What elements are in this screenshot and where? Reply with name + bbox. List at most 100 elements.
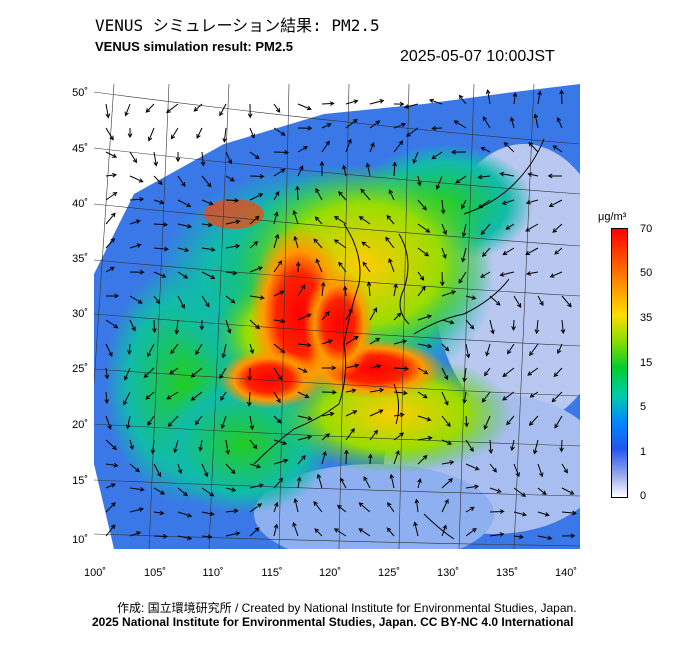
wind-arrow [104,367,110,380]
wind-arrow [129,269,145,275]
wind-arrow [341,164,347,177]
wind-arrow [369,99,385,105]
wind-arrow [129,243,142,249]
wind-arrow [220,391,227,401]
wind-arrow [297,367,308,373]
wind-arrow [105,266,115,273]
lon-label-135: 135˚ [495,567,519,579]
wind-arrow [315,258,323,273]
wind-arrow [481,247,491,257]
wind-arrow [247,103,253,119]
wind-arrow [441,415,451,427]
wind-arrow [169,367,179,375]
wind-arrow [441,478,453,489]
colorbar-unit: μg/m³ [598,211,627,223]
wind-arrow [153,175,163,186]
wind-arrow [321,365,337,371]
wind-arrow [386,214,395,225]
copyright-line: 2025 National Institute for Environmenta… [92,615,574,629]
wind-arrow [201,271,216,279]
wind-arrow [145,103,155,113]
colorbar-tick-0: 0 [640,490,647,502]
wind-arrow [393,412,405,418]
wind-arrow [417,435,433,441]
wind-arrow [441,319,455,325]
wind-arrow [440,199,446,215]
wind-vectors [104,89,577,541]
wind-arrow [177,463,183,475]
wind-arrow [489,532,505,537]
wind-arrow [405,127,419,137]
wind-arrow [552,223,563,233]
wind-arrow [489,509,505,514]
colorbar-tick-15: 15 [640,357,653,369]
wind-arrow [225,175,235,182]
wind-arrow [167,415,179,427]
wind-arrow [537,511,550,517]
wind-arrow [105,483,116,489]
wind-arrow [249,173,265,179]
wind-arrow [273,190,280,201]
wind-arrow [345,307,353,321]
wind-arrow [201,199,214,206]
wind-arrow [552,145,563,153]
wind-arrow [297,313,312,321]
lon-label-130: 130˚ [436,567,460,579]
wind-arrow [273,367,283,381]
wind-arrow [499,171,515,177]
wind-arrow [559,439,564,453]
wind-arrow [385,236,395,249]
wind-arrow [225,439,231,455]
wind-arrow [529,391,539,398]
wind-arrow [225,219,241,225]
wind-arrow [129,487,145,492]
wind-arrow [105,462,119,468]
wind-arrow [461,223,467,238]
wind-arrow [428,98,443,105]
wind-arrow [485,89,491,105]
wind-arrow [528,415,539,426]
wind-arrow [465,343,471,359]
wind-arrow [194,415,203,426]
wind-arrow [462,391,467,404]
wind-arrow [249,151,260,160]
wind-arrow [249,463,262,469]
wind-arrow [480,223,491,236]
wind-arrow [393,390,408,396]
wind-arrow [225,198,240,203]
wind-arrow [369,387,385,393]
wind-arrow [198,439,204,452]
wind-arrow [273,211,279,225]
wind-arrow [129,319,136,332]
wind-arrow [273,477,284,489]
wind-arrow [388,257,395,273]
wind-arrow [533,113,539,129]
wind-arrow [147,127,155,142]
wind-arrow [153,510,165,516]
lat-label-30: 30˚ [72,308,88,320]
credit-line: 作成: 国立環境研究所 / Created by National Instit… [117,601,577,615]
wind-arrow [129,151,137,164]
wind-arrow [441,524,447,537]
lat-label-40: 40˚ [72,198,88,210]
wind-arrow [477,199,491,209]
wind-arrow [529,343,539,357]
wind-arrow [273,343,286,354]
wind-arrow [313,238,323,249]
wind-arrow [105,237,115,249]
pm25-map [94,84,580,549]
wind-arrow [441,343,450,352]
wind-arrow [431,151,443,160]
wind-arrow [525,223,539,232]
wind-arrow [219,367,227,380]
wind-arrow [510,439,515,452]
wind-arrow [393,450,400,465]
wind-arrow [105,191,118,201]
wind-arrow [465,484,480,490]
wind-arrow [465,319,475,330]
wind-arrow [480,271,491,278]
wind-arrow [417,285,426,297]
wind-arrow [525,247,539,256]
wind-arrow [559,89,564,105]
wind-arrow [499,271,515,277]
